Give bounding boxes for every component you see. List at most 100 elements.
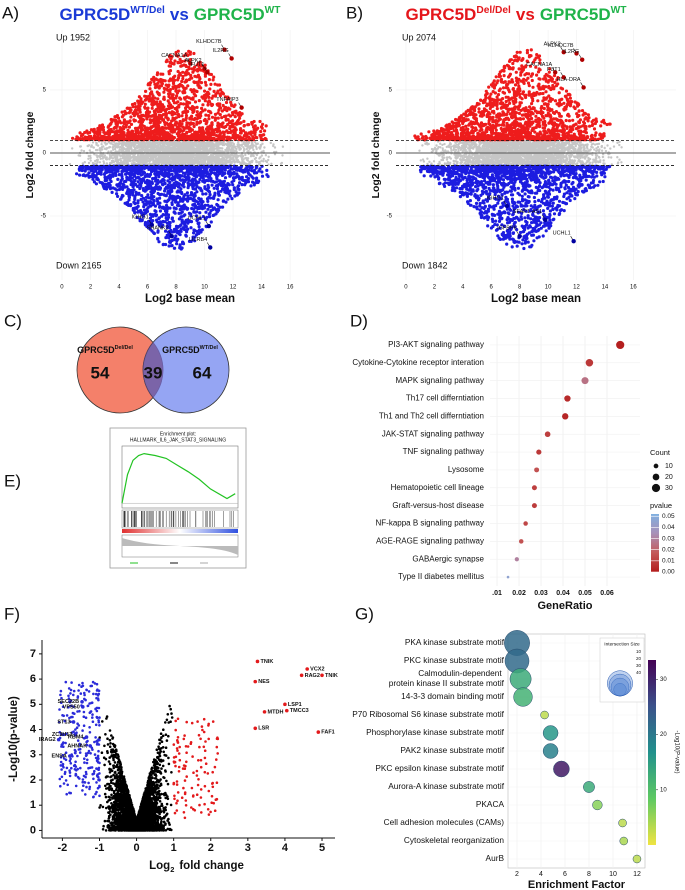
x-tick-label: .01 — [492, 590, 502, 597]
x-tick-label: 10 — [545, 285, 552, 291]
x-axis-title: Enrichment Factor — [528, 879, 626, 890]
x-tick-label: 0.06 — [600, 590, 614, 597]
gene-point — [552, 70, 558, 75]
gene-point — [71, 720, 76, 724]
y-tick-label: -5 — [387, 214, 393, 220]
gene-label: LILRB4 — [189, 237, 207, 243]
y-tick-label: 5 — [389, 88, 393, 94]
gene-point — [283, 702, 287, 707]
category-label: GABAergic synapse — [412, 554, 484, 563]
gene-point — [56, 737, 61, 742]
gene-label: TNIK — [260, 659, 273, 665]
legend-label: 20 — [665, 474, 673, 481]
x-tick-label: 14 — [602, 285, 609, 291]
y-tick-label: 4 — [30, 723, 37, 735]
gene-point — [561, 49, 566, 55]
gene-point — [229, 56, 234, 61]
bubble — [583, 781, 595, 793]
chart-title-part: WT/Del — [130, 5, 165, 16]
y-axis-title: Log2 fold change — [24, 111, 36, 198]
gene-label: TNFAIP3 — [216, 97, 238, 103]
venn-count: 64 — [193, 363, 212, 382]
gene-label: LSP1 — [288, 702, 302, 708]
dot — [564, 395, 571, 402]
bubble — [632, 854, 642, 864]
legend-label: 40 — [636, 670, 642, 675]
x-tick-label: 10 — [609, 871, 617, 878]
gene-point — [517, 233, 522, 239]
y-tick-label: 0 — [389, 151, 393, 157]
category-label: AGE-RAGE signaling pathway — [376, 536, 484, 545]
gene-point — [149, 222, 154, 228]
colorbar-label: 0.00 — [662, 569, 675, 576]
gene-label: FAF1 — [321, 730, 334, 736]
category-label: PAK2 kinase substrate motif — [400, 745, 504, 755]
category-label: Lysosome — [448, 465, 485, 474]
gsea-title: Enrichment plot: — [160, 431, 196, 437]
gene-point — [206, 223, 212, 229]
gene-point — [188, 61, 193, 66]
bubble — [542, 725, 559, 741]
category-label: Calmodulin-dependent protein kinase II s… — [389, 668, 505, 688]
legend-label: 10 — [665, 463, 673, 470]
gene-label: RAG2 — [305, 673, 320, 679]
category-line: protein kinase II substrate motif — [389, 678, 505, 688]
venn-label-name: GPRC5D — [162, 345, 200, 355]
legend-label: 30 — [665, 485, 673, 492]
gene-label: NES — [258, 679, 270, 685]
gene-point — [253, 726, 258, 731]
y-tick-label: 0 — [30, 824, 36, 836]
category-label: AurB — [486, 853, 505, 863]
gene-point — [299, 673, 304, 678]
chart-title: GPRC5DWT/Del vs GPRC5DWT — [59, 5, 281, 24]
x-tick-label: 4 — [117, 285, 121, 291]
gene-point — [84, 735, 89, 739]
gene-point — [579, 57, 585, 62]
bubble — [618, 818, 627, 828]
gene-label: IGFBP6 — [497, 226, 517, 232]
gene-point — [543, 217, 548, 222]
gsea-title: HALLMARK_IL6_JAK_STAT3_SIGNALING — [130, 437, 226, 443]
x-tick-label: 10 — [201, 285, 208, 291]
category-label: Th17 cell differntiation — [406, 394, 484, 403]
gene-label: IGHG1 — [487, 195, 504, 201]
dot — [585, 359, 594, 367]
gene-label: VCX2 — [310, 666, 324, 672]
category-label: Phosphorylase kinase substrate motif — [366, 727, 505, 737]
point-cloud — [98, 704, 174, 832]
colorbar-label: 20 — [660, 732, 667, 738]
x-tick-label: 16 — [287, 285, 294, 291]
dot — [562, 413, 569, 420]
y-tick-label: 5 — [30, 698, 36, 710]
venn-label: GPRC5DWT/Del — [162, 345, 218, 355]
x-tick-label: 0 — [134, 842, 140, 854]
x-tick-label: 8 — [174, 285, 178, 291]
y-axis-title: -Log10(p-value) — [8, 696, 20, 782]
gene-label: ALPK2 — [184, 58, 201, 64]
gene-label: SEC22B — [58, 699, 79, 705]
gene-label: FUT1 — [191, 62, 205, 68]
colorbar-title: -Log10(P-value) — [673, 730, 679, 773]
category-label: PKACA — [476, 799, 505, 809]
colorbar-label: 0.01 — [662, 558, 675, 565]
gene-label: MTDH — [268, 709, 284, 715]
enrichment-curve — [121, 452, 236, 504]
dot — [544, 431, 551, 438]
gene-point — [80, 705, 85, 709]
category-label: MAPK signaling pathway — [396, 376, 485, 385]
x-tick-label: 3 — [245, 842, 251, 854]
dot — [536, 449, 542, 455]
gene-point — [68, 754, 72, 758]
category-label: Aurora-A kinase substrate motif — [388, 781, 504, 791]
venn-label-sup: WT/Del — [200, 345, 219, 351]
chart-title-part: GPRC5D — [405, 5, 476, 24]
rank-heat — [122, 529, 238, 533]
x-tick-label: 2 — [515, 871, 519, 878]
x-tick-label: 8 — [518, 285, 522, 291]
x-axis-title: Log2 fold change — [149, 860, 244, 874]
legend-title: pvalue — [650, 501, 672, 510]
colorbar-label: 0.02 — [662, 546, 675, 553]
x-tick-label: 6 — [490, 285, 494, 291]
chart-title-part: GPRC5D — [540, 5, 611, 24]
gene-label: ENSA — [52, 753, 67, 759]
